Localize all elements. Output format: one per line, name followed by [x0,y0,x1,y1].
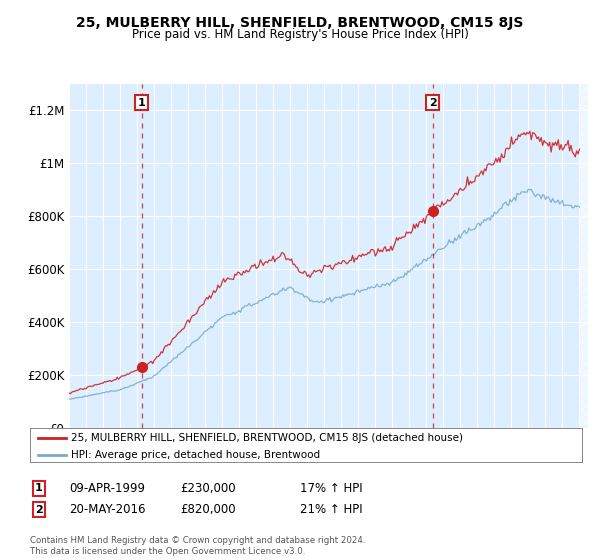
Text: HPI: Average price, detached house, Brentwood: HPI: Average price, detached house, Bren… [71,450,320,460]
Text: 25, MULBERRY HILL, SHENFIELD, BRENTWOOD, CM15 8JS (detached house): 25, MULBERRY HILL, SHENFIELD, BRENTWOOD,… [71,433,463,443]
Text: £230,000: £230,000 [180,482,236,495]
Text: 1: 1 [35,483,43,493]
Text: Price paid vs. HM Land Registry's House Price Index (HPI): Price paid vs. HM Land Registry's House … [131,28,469,41]
Text: 1: 1 [138,97,146,108]
Text: 09-APR-1999: 09-APR-1999 [69,482,145,495]
Text: 25, MULBERRY HILL, SHENFIELD, BRENTWOOD, CM15 8JS: 25, MULBERRY HILL, SHENFIELD, BRENTWOOD,… [76,16,524,30]
Text: 20-MAY-2016: 20-MAY-2016 [69,503,146,516]
Text: Contains HM Land Registry data © Crown copyright and database right 2024.
This d: Contains HM Land Registry data © Crown c… [30,536,365,556]
Text: 2: 2 [429,97,437,108]
Text: 17% ↑ HPI: 17% ↑ HPI [300,482,362,495]
Text: £820,000: £820,000 [180,503,236,516]
Text: 2: 2 [35,505,43,515]
Text: 21% ↑ HPI: 21% ↑ HPI [300,503,362,516]
Bar [580,84,588,428]
